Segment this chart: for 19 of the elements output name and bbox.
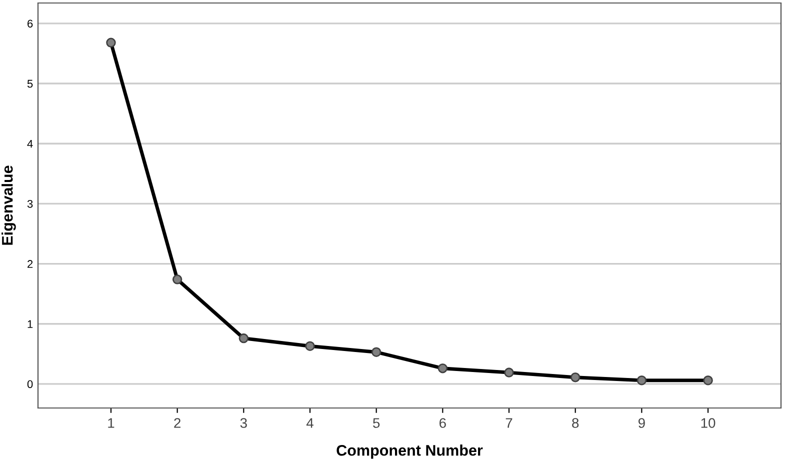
y-tick-label: 1 (28, 320, 33, 328)
x-tick-label: 9 (638, 418, 645, 428)
y-tick-label: 2 (28, 260, 33, 268)
x-tick-label: 8 (572, 418, 579, 428)
x-tick-label: 5 (373, 418, 380, 428)
x-tick-label: 1 (108, 418, 114, 428)
x-tick-label: 6 (440, 418, 446, 428)
y-axis-title: Eigenvalue (2, 166, 16, 245)
x-tick-label: 7 (506, 418, 512, 428)
x-tick-label: 4 (306, 418, 314, 428)
y-tick-label: 3 (27, 200, 33, 208)
x-tick-label: 2 (174, 418, 180, 428)
y-tick-label: 6 (28, 20, 33, 28)
y-tick-label: 5 (27, 80, 33, 88)
y-tick-label: 4 (27, 140, 33, 148)
x-tick-label: 3 (240, 418, 247, 428)
y-tick-label: 0 (27, 380, 33, 388)
x-axis-title: Component Number (336, 444, 483, 459)
x-tick-label: 10 (701, 418, 716, 428)
